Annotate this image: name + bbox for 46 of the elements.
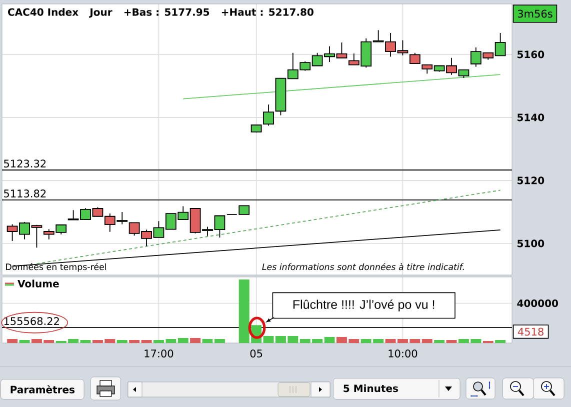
bar (80, 340, 91, 343)
y-tick-label: 5140 (517, 114, 544, 122)
y-tick-label: 5120 (517, 176, 544, 184)
annotation: +Bas : 5177.95 (124, 8, 210, 16)
y-tick-label: 5100 (517, 240, 544, 248)
x-tick-label: 05 (250, 350, 262, 358)
bar (7, 339, 18, 343)
y-tick-label: 5160 (517, 50, 544, 58)
text: 4518 (518, 328, 544, 336)
chart-title: CAC40 Index (8, 8, 78, 16)
bar (422, 339, 432, 343)
annotation: Jour (89, 8, 112, 18)
ref-line-label: 5123.32 (4, 160, 46, 168)
bar (360, 339, 372, 343)
candlestick (409, 52, 420, 64)
x-tick-label: 10:00 (388, 350, 418, 358)
bar (190, 338, 201, 343)
candlestick (263, 104, 274, 126)
bar (410, 339, 420, 343)
annotation: Données en temps-réel (6, 263, 106, 272)
bar (141, 340, 152, 343)
legend-label: Volume (18, 280, 59, 288)
bar (129, 340, 140, 343)
text: Paramètres (10, 385, 75, 394)
bar (166, 339, 176, 343)
ref-line-label: 155568.22 (4, 317, 59, 326)
bar (214, 339, 225, 343)
bar (19, 340, 30, 343)
bar (434, 340, 445, 343)
bar (202, 339, 213, 343)
bar (373, 339, 384, 343)
annotation: Flûchtre !!!! J’l’ové po vu ! (293, 300, 434, 312)
bar (153, 340, 164, 343)
bar (495, 340, 506, 343)
candlestick (250, 124, 262, 134)
bar (116, 340, 128, 343)
annotation: +Haut : 5217.80 (222, 8, 314, 16)
bar (178, 338, 188, 343)
text: 3m56s (518, 10, 552, 18)
text: 5 Minutes (344, 384, 398, 392)
bar (446, 340, 457, 343)
bar (324, 337, 335, 343)
ref-line-label: 5113.82 (4, 190, 46, 198)
x-tick-label: 17:00 (144, 350, 174, 358)
y-tick-label: 400000 (517, 299, 558, 308)
annotation: Les informations sont données à titre indicatif. (262, 263, 464, 270)
